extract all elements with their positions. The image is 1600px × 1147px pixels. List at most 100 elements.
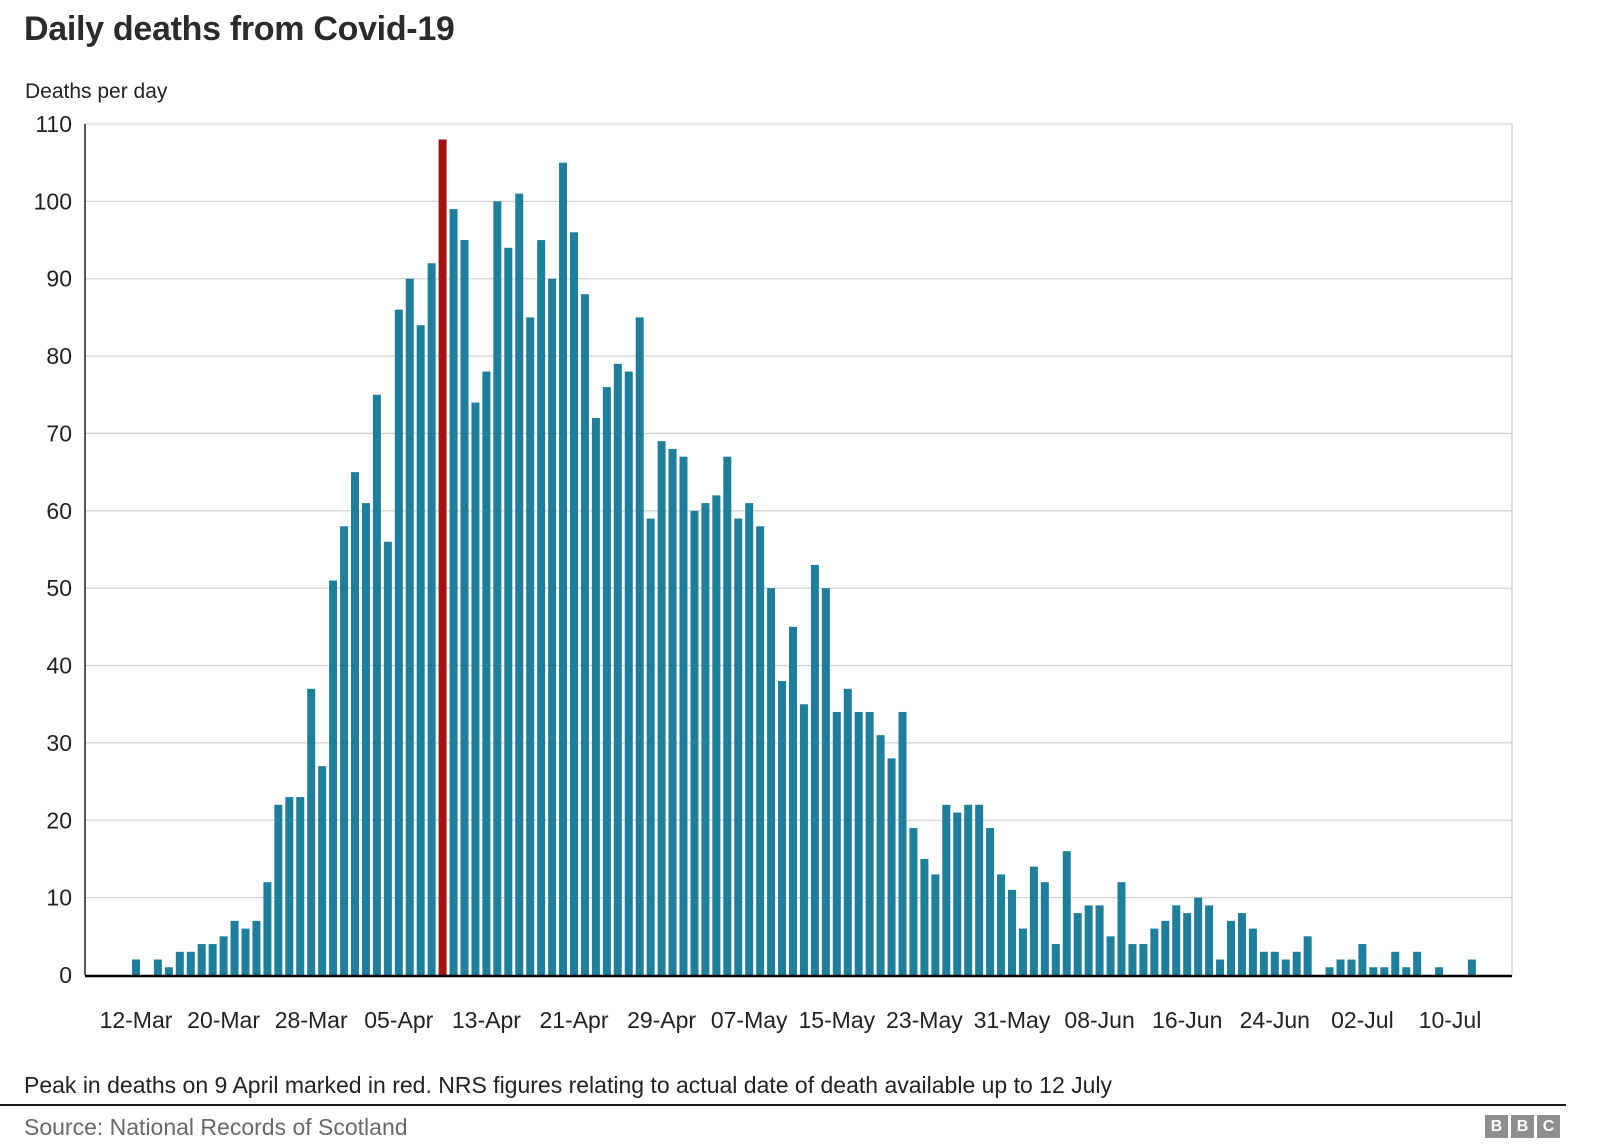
x-axis-labels: 12-Mar 20-Mar 28-Mar 05-Apr 13-Apr 21-Apr 29-A…	[100, 1007, 1482, 1033]
bar-29-May	[986, 828, 995, 975]
bar-17-Mar	[186, 951, 195, 975]
x-tick-label-12-Mar: 12-Mar	[100, 1007, 173, 1033]
bar-12-Jun	[1139, 944, 1148, 975]
bar-02-Jun	[1029, 866, 1038, 975]
bar-08-Apr	[427, 263, 436, 975]
bar-25-May	[942, 804, 951, 975]
x-tick-label-08-Jun: 08-Jun	[1064, 1007, 1134, 1033]
bar-14-Jun	[1161, 920, 1170, 975]
bar-12-May	[799, 704, 808, 975]
bar-15-Jun	[1172, 905, 1181, 975]
x-tick-label-31-May: 31-May	[974, 1007, 1051, 1033]
bar-23-May	[920, 858, 929, 975]
bar-05-May	[723, 456, 732, 975]
bar-11-Jun	[1128, 944, 1137, 975]
y-tick-label-10: 10	[46, 885, 72, 911]
x-tick-label-07-May: 07-May	[711, 1007, 788, 1033]
bar-12-Jul	[1467, 959, 1476, 975]
bar-14-May	[821, 588, 830, 975]
y-axis-unit-label: Deaths per day	[25, 80, 168, 103]
bar-24-May	[931, 874, 940, 975]
bar-31-Mar	[340, 526, 349, 975]
bar-20-Apr	[559, 162, 568, 975]
y-tick-label-40: 40	[46, 653, 72, 679]
bar-20-Jun	[1227, 920, 1235, 975]
bbc-logo-letter: B	[1511, 1115, 1534, 1138]
bar-04-Jun	[1051, 944, 1060, 975]
bar-17-Apr	[526, 317, 535, 975]
bar-11-May	[789, 626, 797, 975]
bar-20-Mar	[219, 936, 228, 975]
bar-13-Apr	[482, 371, 491, 975]
footer-divider	[0, 1104, 1566, 1106]
x-tick-label-05-Apr: 05-Apr	[364, 1007, 433, 1033]
bar-19-Jun	[1216, 959, 1225, 975]
peak-bar-09-Apr	[438, 139, 447, 976]
x-tick-label-21-Apr: 21-Apr	[539, 1007, 608, 1033]
daily-deaths-bar-chart: 0 10 20 30 40 50 60 70 80 90 100 110 12-Mar 20-Mar 28-…	[34, 111, 1513, 1033]
bar-23-Mar	[252, 920, 261, 975]
x-tick-label-16-Jun: 16-Jun	[1152, 1007, 1222, 1033]
bar-25-Mar	[274, 804, 283, 975]
bar-27-Mar	[296, 797, 305, 975]
bar-05-Jul	[1391, 951, 1400, 975]
bar-19-Apr	[548, 278, 557, 976]
bar-02-Jul	[1358, 944, 1367, 975]
bar-07-Jul	[1413, 951, 1422, 975]
y-tick-label-110: 110	[35, 111, 72, 137]
bar-01-May	[679, 456, 688, 975]
bar-21-Apr	[570, 232, 578, 975]
bar-06-Apr	[405, 278, 414, 976]
bar-26-Jun	[1292, 951, 1301, 975]
bar-22-Apr	[580, 294, 589, 975]
bar-14-Apr	[493, 201, 502, 976]
bar-05-Jun	[1062, 851, 1071, 975]
y-axis-labels: 0 10 20 30 40 50 60 70 80 90 100 110	[34, 111, 72, 988]
bar-26-Mar	[285, 797, 294, 975]
bar-26-Apr	[624, 371, 633, 975]
bar-24-Jun	[1270, 951, 1279, 975]
x-tick-label-20-Mar: 20-Mar	[187, 1007, 260, 1033]
y-tick-label-30: 30	[46, 730, 72, 756]
bar-22-May	[909, 828, 918, 975]
bar-14-Mar	[153, 959, 162, 975]
bar-04-Apr	[383, 541, 392, 975]
bbc-logo-letter: B	[1485, 1115, 1508, 1138]
bar-24-Apr	[602, 387, 611, 975]
bbc-logo-letter: C	[1537, 1115, 1560, 1138]
y-tick-label-20: 20	[46, 807, 72, 833]
bar-01-Jun	[1018, 928, 1027, 975]
chart-title: Daily deaths from Covid-19	[24, 10, 455, 48]
bar-17-Jun	[1194, 897, 1203, 975]
bar-09-Jun	[1106, 936, 1115, 975]
y-tick-label-0: 0	[59, 962, 72, 988]
bar-06-May	[734, 518, 743, 975]
bar-30-May	[997, 874, 1006, 975]
bar-21-May	[898, 711, 907, 975]
x-tick-label-23-May: 23-May	[886, 1007, 963, 1033]
x-tick-label-10-Jul: 10-Jul	[1419, 1007, 1482, 1033]
y-tick-label-90: 90	[46, 266, 72, 292]
bar-30-Apr	[668, 448, 677, 975]
bar-07-Apr	[416, 325, 425, 975]
bar-01-Jul	[1347, 959, 1356, 975]
bar-05-Apr	[394, 309, 403, 975]
bar-22-Mar	[241, 928, 250, 975]
x-tick-label-13-Apr: 13-Apr	[452, 1007, 521, 1033]
bar-24-Mar	[263, 882, 272, 975]
bar-25-Jun	[1281, 959, 1290, 975]
bar-10-Apr	[449, 209, 458, 976]
bar-07-Jun	[1084, 905, 1093, 975]
bar-22-Jun	[1248, 928, 1257, 975]
bar-10-Jun	[1117, 882, 1126, 975]
bar-21-Jun	[1237, 913, 1246, 975]
bar-16-Mar	[175, 951, 184, 975]
bar-03-Jul	[1369, 967, 1378, 975]
bar-18-Mar	[197, 944, 206, 975]
bbc-logo: B B C	[1485, 1115, 1560, 1138]
bar-29-Apr	[657, 441, 666, 975]
bar-28-Apr	[646, 518, 655, 975]
y-gridlines	[85, 123, 1512, 899]
bar-04-May	[712, 495, 721, 975]
